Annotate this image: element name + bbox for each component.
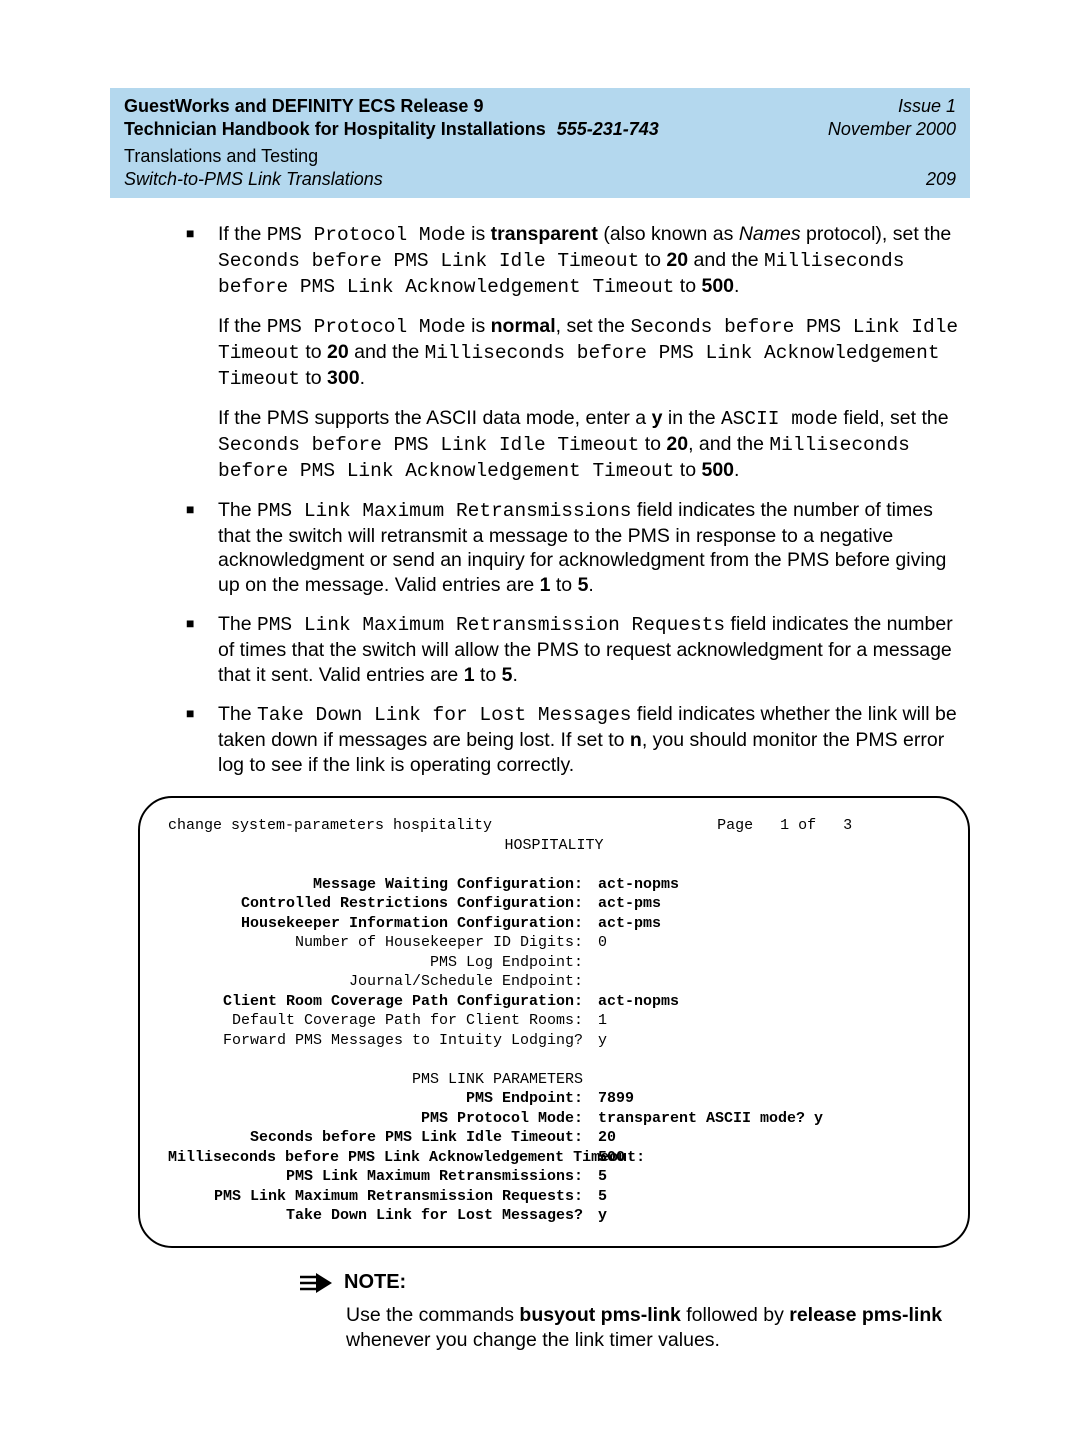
bullet-item: ■ The PMS Link Maximum Retransmissions f… xyxy=(218,498,970,599)
bullet-item: ■ The PMS Link Maximum Retransmission Re… xyxy=(218,612,970,688)
paragraph: The PMS Link Maximum Retransmission Requ… xyxy=(218,612,970,688)
terminal-row: Journal/Schedule Endpoint: xyxy=(168,972,940,992)
terminal-row: PMS Protocol Mode: transparent ASCII mod… xyxy=(168,1109,940,1129)
terminal-row: Seconds before PMS Link Idle Timeout: 20 xyxy=(168,1128,940,1148)
terminal-row: Controlled Restrictions Configuration: a… xyxy=(168,894,940,914)
terminal-row: Milliseconds before PMS Link Acknowledge… xyxy=(168,1148,940,1168)
paragraph: The Take Down Link for Lost Messages fie… xyxy=(218,702,970,778)
terminal-row: Forward PMS Messages to Intuity Lodging?… xyxy=(168,1031,940,1051)
paragraph: If the PMS supports the ASCII data mode,… xyxy=(218,406,970,484)
paragraph: If the PMS Protocol Mode is transparent … xyxy=(218,222,970,300)
bullet-marker-icon: ■ xyxy=(186,615,194,633)
terminal-section-header: PMS LINK PARAMETERS xyxy=(168,1070,940,1090)
terminal-row: PMS Endpoint: 7899 xyxy=(168,1089,940,1109)
note-block: NOTE: xyxy=(298,1270,970,1301)
document-page: GuestWorks and DEFINITY ECS Release 9 Is… xyxy=(0,0,1080,1432)
paragraph: The PMS Link Maximum Retransmissions fie… xyxy=(218,498,970,599)
terminal-row: Number of Housekeeper ID Digits: 0 xyxy=(168,933,940,953)
note-label: NOTE: xyxy=(344,1270,406,1296)
header-page-number: 209 xyxy=(926,169,956,190)
terminal-row: Client Room Coverage Path Configuration:… xyxy=(168,992,940,1012)
header-issue: Issue 1 xyxy=(898,96,956,117)
header-docnum: 555-231-743 xyxy=(557,119,659,139)
note-text: Use the commands busyout pms-link follow… xyxy=(346,1303,970,1353)
terminal-row: PMS Link Maximum Retransmissions: 5 xyxy=(168,1167,940,1187)
terminal-screenshot: change system-parameters hospitality Pag… xyxy=(138,796,970,1248)
terminal-row: Housekeeper Information Configuration: a… xyxy=(168,914,940,934)
terminal-row: PMS Link Maximum Retransmission Requests… xyxy=(168,1187,940,1207)
paragraph: If the PMS Protocol Mode is normal, set … xyxy=(218,314,970,392)
header-chapter: Translations and Testing xyxy=(124,146,956,167)
header-date: November 2000 xyxy=(828,119,956,140)
bullet-marker-icon: ■ xyxy=(186,501,194,519)
header-subtitle: Technician Handbook for Hospitality Inst… xyxy=(124,119,546,139)
terminal-row: Take Down Link for Lost Messages? y xyxy=(168,1206,940,1226)
terminal-command-line: change system-parameters hospitality Pag… xyxy=(168,816,940,836)
header-title: GuestWorks and DEFINITY ECS Release 9 xyxy=(124,96,483,117)
terminal-row: Message Waiting Configuration: act-nopms xyxy=(168,875,940,895)
bullet-item: ■ If the PMS Protocol Mode is transparen… xyxy=(218,222,970,484)
bullet-marker-icon: ■ xyxy=(186,225,194,243)
terminal-row: Default Coverage Path for Client Rooms: … xyxy=(168,1011,940,1031)
header-section: Switch-to-PMS Link Translations xyxy=(124,169,383,190)
body-content: ■ If the PMS Protocol Mode is transparen… xyxy=(218,222,970,1352)
bullet-item: ■ The Take Down Link for Lost Messages f… xyxy=(218,702,970,778)
note-arrow-icon xyxy=(298,1272,334,1301)
terminal-title: HOSPITALITY xyxy=(168,836,940,856)
bullet-marker-icon: ■ xyxy=(186,705,194,723)
page-header: GuestWorks and DEFINITY ECS Release 9 Is… xyxy=(110,88,970,198)
terminal-row: PMS Log Endpoint: xyxy=(168,953,940,973)
